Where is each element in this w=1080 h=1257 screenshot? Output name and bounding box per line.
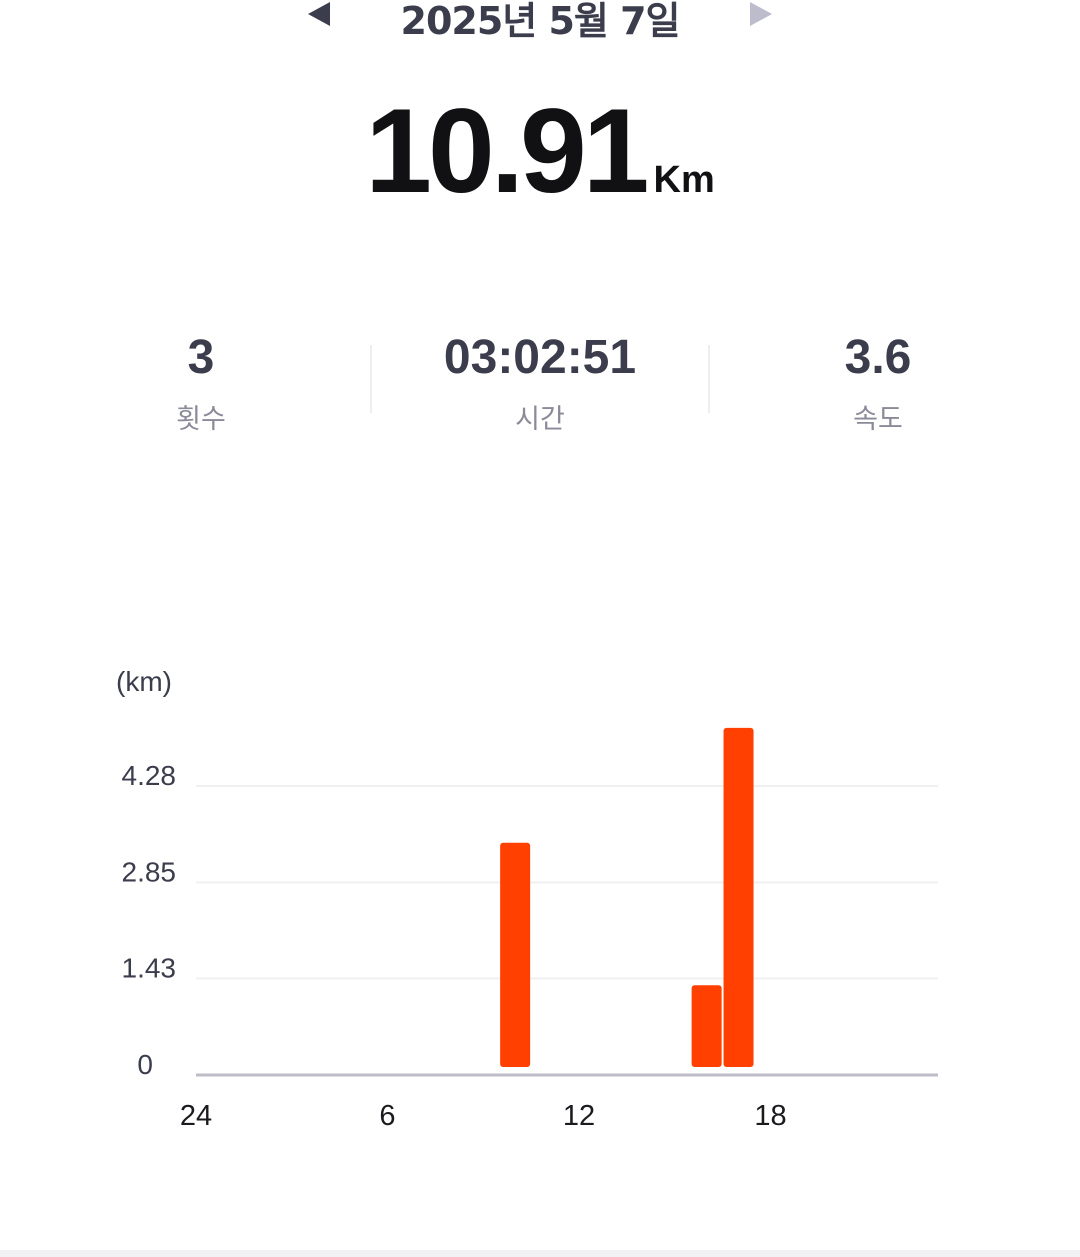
stat-speed: 3.6 속도 <box>728 330 1028 436</box>
stat-time-value: 03:02:51 <box>443 331 637 384</box>
stat-count: 3 횟수 <box>51 330 351 436</box>
total-distance: 10.91 Km <box>0 82 1080 220</box>
x-tick-label: 6 <box>379 1100 395 1132</box>
divider <box>708 345 710 413</box>
previous-day-button[interactable] <box>308 2 330 26</box>
date-title: 2025년 5월 7일 <box>400 0 681 43</box>
y-tick-label: 1.43 <box>122 952 177 983</box>
bar-hour-10 <box>500 842 531 1067</box>
next-day-button[interactable] <box>750 2 772 26</box>
bottom-bar <box>0 1250 1080 1257</box>
stat-speed-label: 속도 <box>853 404 903 435</box>
stat-speed-value: 3.6 <box>844 331 912 384</box>
stat-count-label: 횟수 <box>176 404 226 435</box>
bar-hour-16 <box>691 985 722 1067</box>
stat-count-value: 3 <box>187 331 215 384</box>
y-axis-label: (km) <box>116 666 172 697</box>
distance-unit: Km <box>653 159 715 201</box>
x-tick-label: 12 <box>563 1100 595 1132</box>
distance-value: 10.91 <box>365 84 649 218</box>
y-tick-label: 2.85 <box>122 857 177 888</box>
bar-hour-17 <box>723 727 754 1067</box>
x-tick-label: 18 <box>754 1100 786 1132</box>
stat-time-label: 시간 <box>515 404 565 435</box>
x-tick-label: 24 <box>180 1100 212 1132</box>
y-tick-label: 0 <box>137 1049 153 1080</box>
divider <box>370 345 372 413</box>
y-tick-label: 4.28 <box>122 760 177 791</box>
stat-time: 03:02:51 시간 <box>390 330 690 436</box>
